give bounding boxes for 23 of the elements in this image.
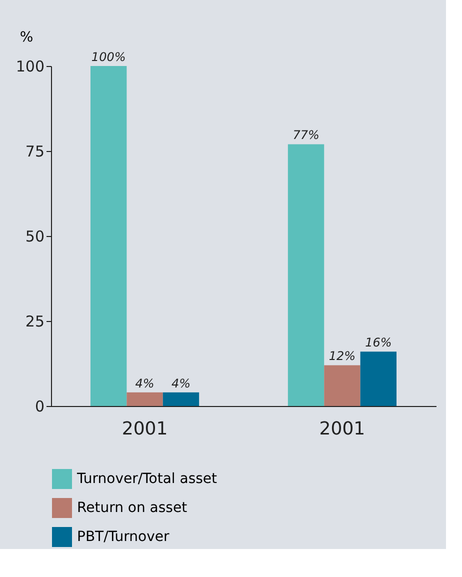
data-label: 100% xyxy=(91,50,126,64)
data-label: 12% xyxy=(328,349,356,364)
data-label: 4% xyxy=(135,376,154,390)
bar xyxy=(324,365,360,406)
data-label: 4% xyxy=(171,376,190,390)
y-tick-label: 50 xyxy=(25,228,44,246)
bar xyxy=(360,352,397,406)
data-label: 77% xyxy=(292,128,320,142)
legend-label: PBT/Turnover xyxy=(77,529,170,545)
y-tick-label: 75 xyxy=(25,142,44,160)
legend-label: Return on asset xyxy=(77,500,188,516)
bar xyxy=(126,392,163,406)
y-tick-label: 0 xyxy=(34,398,44,416)
x-tick-label: 2001 xyxy=(122,418,168,440)
bar xyxy=(288,144,324,406)
y-axis-title: % xyxy=(20,30,34,46)
legend-label: Turnover/Total asset xyxy=(76,471,218,487)
x-tick-label: 2001 xyxy=(319,418,366,440)
y-tick-label: 100 xyxy=(16,58,44,76)
data-label: 16% xyxy=(365,336,392,350)
bar xyxy=(90,66,127,406)
bar xyxy=(162,392,200,406)
y-tick-label: 25 xyxy=(25,312,44,330)
